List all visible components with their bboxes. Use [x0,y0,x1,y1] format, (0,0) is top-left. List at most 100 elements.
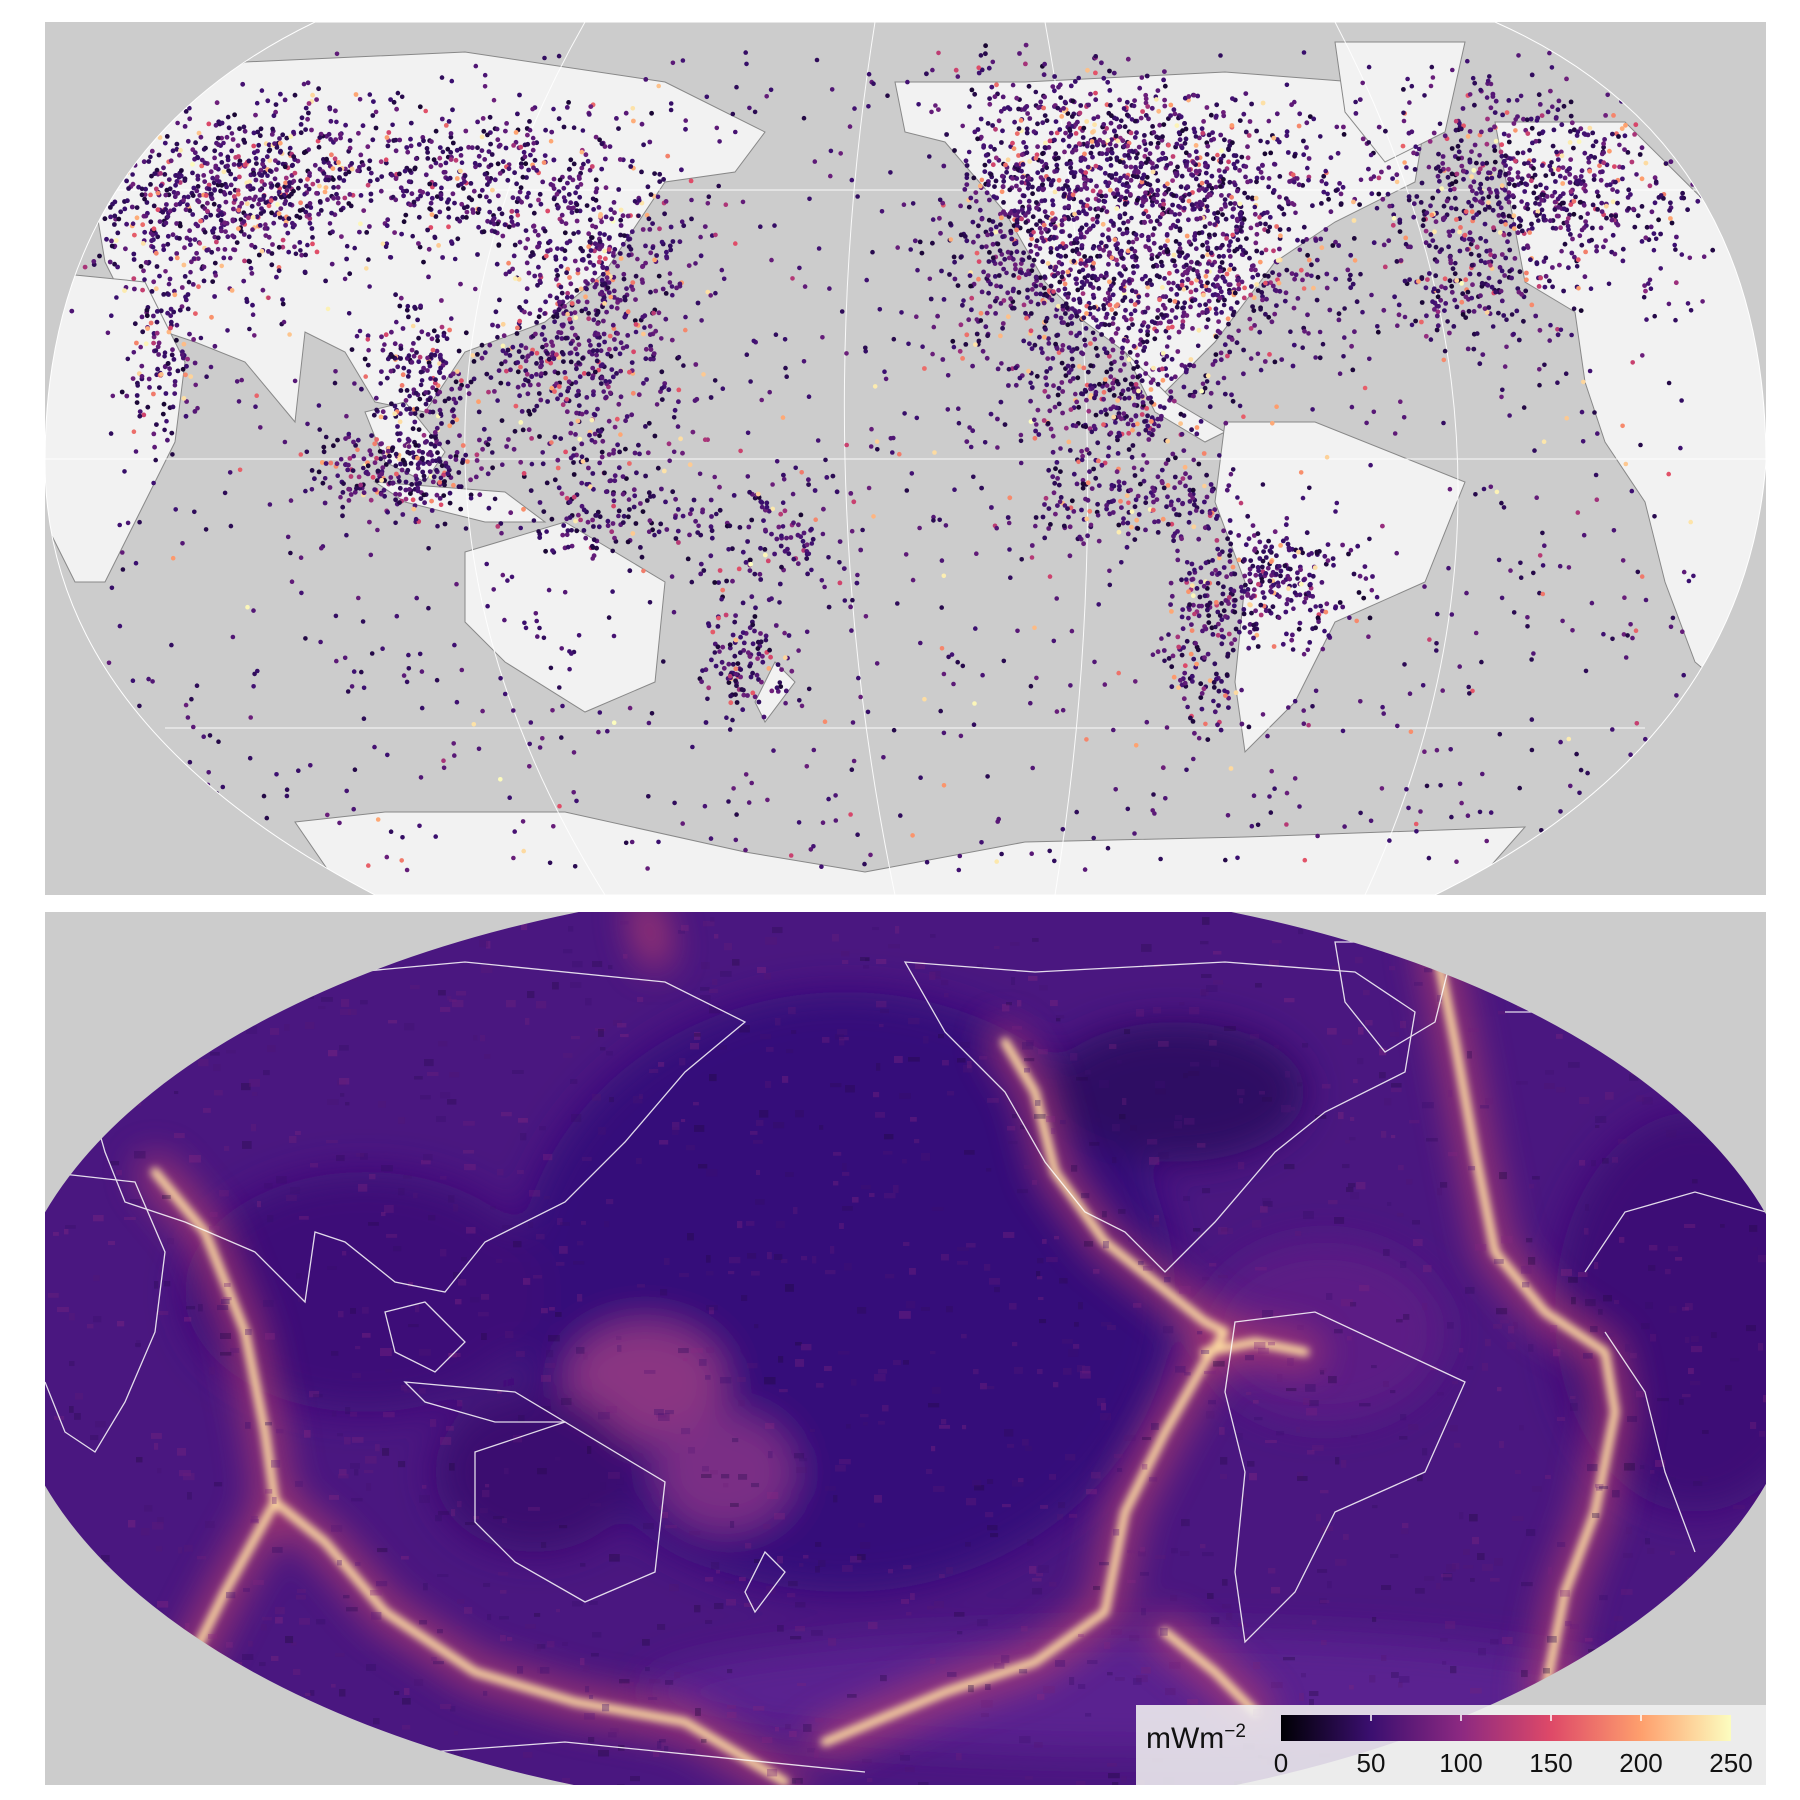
measurement-point [408,411,414,416]
measurement-point [427,461,432,467]
measurement-point [451,482,456,488]
measurement-point [1138,164,1144,170]
measurement-point [1221,608,1227,614]
measurement-point [574,410,579,416]
measurement-point [1132,98,1137,103]
measurement-point [566,379,572,385]
measurement-point [578,246,584,251]
measurement-point [517,239,523,245]
measurement-point [1325,542,1331,547]
measurement-point [56,196,62,202]
measurement-point [249,203,255,209]
measurement-point [1050,202,1056,208]
measurement-point [1254,128,1259,134]
measurement-point [545,208,551,214]
measurement-point [508,367,513,373]
measurement-point [334,191,339,197]
measurement-point [1072,79,1078,84]
measurement-point [155,190,161,196]
measurement-point [984,310,990,316]
measurement-point [1128,192,1133,197]
measurement-point [303,252,308,258]
measurement-point [1283,609,1289,615]
measurement-point [163,207,168,212]
measurement-point [1198,279,1204,285]
measurement-point [441,375,447,380]
measurement-point [277,136,282,141]
measurement-point [1252,548,1257,553]
measurement-point [1171,398,1177,404]
measurement-point [459,201,465,207]
measurement-point [597,255,603,260]
measurement-point [573,380,579,385]
measurement-point [190,161,195,167]
measurement-point [523,228,529,234]
measurement-point [432,430,438,435]
measurement-point [1213,567,1218,573]
measurement-point [1597,163,1602,169]
measurement-point [1291,342,1297,348]
measurement-point [1177,226,1183,232]
measurement-point [1242,557,1247,562]
measurement-point [305,80,311,86]
measurement-point [1144,73,1150,79]
measurement-point [587,432,592,438]
measurement-point [237,161,242,167]
measurement-point [1201,583,1207,589]
measurement-point [151,203,157,209]
measurement-point [1176,329,1182,335]
measurement-point [543,253,549,259]
measurement-point [1084,397,1089,403]
measurement-point [399,383,405,388]
measurement-point [998,333,1003,339]
measurement-point [395,431,400,437]
measurement-point [1283,290,1289,296]
measurement-point [340,504,346,510]
measurement-point [1226,282,1232,288]
measurement-point [262,170,268,175]
measurement-point [1085,369,1091,375]
measurement-point [606,290,612,295]
measurement-point [154,264,160,269]
measurement-point [1107,296,1113,302]
measurement-point [922,366,927,371]
measurement-point [234,240,240,246]
measurement-point [1149,105,1155,111]
measurement-point [96,187,102,192]
measurement-point [316,86,321,92]
measurement-point [108,205,113,210]
measurement-point [537,434,542,439]
measurement-point [380,347,386,353]
measurement-point [1203,302,1208,307]
measurement-point [192,237,198,243]
measurement-point [552,434,558,440]
measurement-point [1222,197,1228,203]
measurement-point [49,200,54,206]
measurement-point [303,127,308,132]
measurement-point [1043,140,1048,146]
measurement-point [1233,153,1239,159]
measurement-point [996,273,1002,278]
measurement-point [411,341,416,346]
measurement-point [1155,381,1161,387]
measurement-point [338,135,343,141]
measurement-point [643,346,649,352]
measurement-point [1261,595,1267,600]
measurement-point [499,211,505,217]
measurement-point [524,286,530,292]
measurement-point [1148,387,1154,392]
measurement-point [1099,151,1105,157]
measurement-point [526,167,531,173]
measurement-point [1097,253,1103,259]
measurement-point [325,197,330,203]
measurement-point [404,307,410,313]
measurement-point [450,407,456,413]
measurement-point [1110,347,1116,353]
measurement-point [515,360,521,365]
measurement-point [79,183,85,188]
measurement-point [1243,542,1249,548]
measurement-point [418,193,423,199]
measurement-point [618,368,624,374]
measurement-point [431,328,437,334]
measurement-point [586,231,592,237]
